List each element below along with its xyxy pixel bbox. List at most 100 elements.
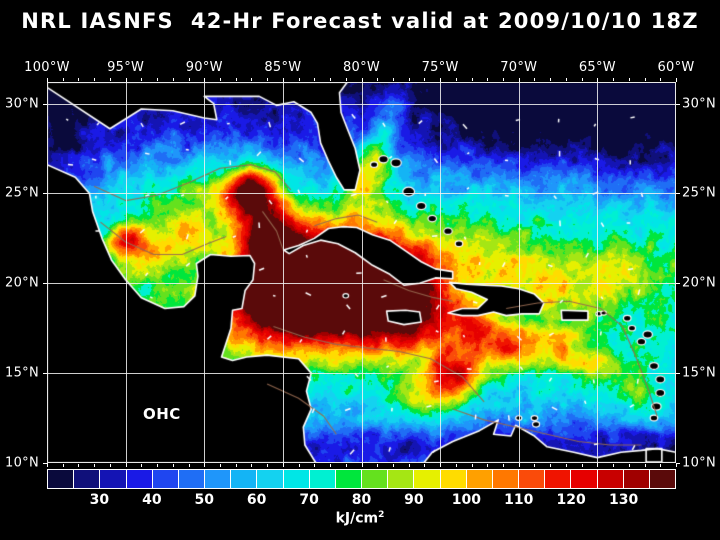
axis-minor-tick-lon [345,464,347,467]
colorbar-unit-exponent: 2 [378,510,385,520]
axis-tick-lat [43,463,47,464]
axis-minor-tick-lon [424,464,426,467]
colorbar-segment [466,470,493,488]
colorbar-segment [519,470,546,488]
gridline-lon [597,82,599,463]
colorbar-segment [623,470,650,488]
axis-minor-tick-lon [62,464,64,467]
axis-minor-tick-lon [377,464,379,467]
map-panel [43,78,680,467]
axis-minor-tick-lon [345,78,347,81]
axis-minor-tick-lon [628,464,630,467]
axis-tick-lon [518,78,520,82]
axis-label-lat: 25°N [682,185,716,201]
colorbar-tick-label: 60 [246,492,267,508]
axis-minor-tick-lon [565,464,567,467]
axis-minor-tick-lon [581,78,583,81]
colorbar-segment [649,470,676,488]
axis-minor-tick-lon [188,464,190,467]
axis-tick-lon [440,463,442,467]
axis-tick-lon [361,463,363,467]
axis-minor-tick-lon [455,78,457,81]
axis-minor-tick-lon [109,464,111,467]
axis-label-lon: 80°W [342,60,381,75]
axis-label-lat: 25°N [5,185,39,201]
axis-minor-tick-lon [62,78,64,81]
axis-minor-tick-lon [235,464,237,467]
colorbar-segment [178,470,206,488]
axis-minor-tick-lon [141,464,143,467]
colorbar-segment [48,470,75,488]
axis-minor-tick-lon [377,78,379,81]
colorbar-segment [335,470,363,488]
axis-minor-tick-lon [157,464,159,467]
axis-tick-lat [43,373,47,375]
colorbar-segment [152,470,179,488]
gridline-lon [125,82,127,463]
axis-tick-lon [125,463,127,467]
axis-tick-lon [282,78,284,82]
axis-minor-tick-lon [565,78,567,81]
axis-tick-lat [43,283,47,285]
axis-tick-lat [43,193,47,195]
axis-minor-tick-lon [78,464,80,467]
axis-minor-tick-lon [424,78,426,81]
colorbar-tick-label: 30 [89,492,110,508]
axis-minor-tick-lon [172,78,174,81]
axis-tick-lat [43,103,47,105]
colorbar-segment [492,470,520,488]
axis-minor-tick-lon [660,78,662,81]
axis-tick-lon [518,463,520,467]
axis-minor-tick-lon [487,78,489,81]
field-label-ohc: OHC [143,405,181,423]
axis-label-lon: 70°W [500,60,538,75]
axis-minor-tick-lon [251,464,253,467]
axis-label-lat: 15°N [682,365,716,381]
colorbar-segment [100,470,127,488]
colorbar-tick-label: 70 [299,492,319,508]
axis-minor-tick-lon [534,464,536,467]
colorbar-segment [283,470,310,488]
axis-minor-tick-lon [644,464,646,467]
axis-tick-lat [676,193,680,195]
axis-minor-tick-lon [392,464,394,467]
gridline-lon [440,82,442,463]
axis-minor-tick-lon [314,78,316,81]
axis-minor-tick-lon [157,78,159,81]
axis-minor-tick-lon [251,78,253,81]
axis-tick-lon [361,78,363,82]
colorbar-segment [231,470,258,488]
axis-minor-tick-lon [471,464,473,467]
colorbar-tick-label: 120 [556,492,586,508]
axis-minor-tick-lon [172,464,174,467]
colorbar-unit-text: kJ/cm [335,510,379,527]
axis-minor-tick-lon [219,78,221,81]
axis-minor-tick-lon [550,78,552,81]
colorbar-tick-label: 40 [142,492,162,508]
colorbar-segment [257,470,284,488]
gridline-lon [282,82,284,463]
gridline-lon [361,82,363,463]
colorbar-segment [597,470,624,488]
axis-minor-tick-lon [235,78,237,81]
axis-minor-tick-lon [298,78,300,81]
axis-minor-tick-lon [408,464,410,467]
colorbar-tick-label: 50 [194,492,214,508]
axis-label-lat: 20°N [682,275,716,291]
axis-minor-tick-lon [267,78,269,81]
axis-label-lat: 10°N [5,455,39,471]
colorbar-segment [309,470,336,488]
axis-tick-lon [440,78,442,82]
axis-tick-lon [597,463,599,467]
axis-minor-tick-lon [188,78,190,81]
axis-minor-tick-lon [330,464,332,467]
colorbar-segment [362,470,389,488]
colorbar-tick-label: 100 [451,492,481,508]
axis-minor-tick-lon [455,464,457,467]
axis-label-lon: 60°W [657,60,695,75]
axis-minor-tick-lon [628,78,630,81]
axis-tick-lon [47,463,48,467]
colorbar-segment [74,470,101,488]
axis-minor-tick-lon [503,78,505,81]
